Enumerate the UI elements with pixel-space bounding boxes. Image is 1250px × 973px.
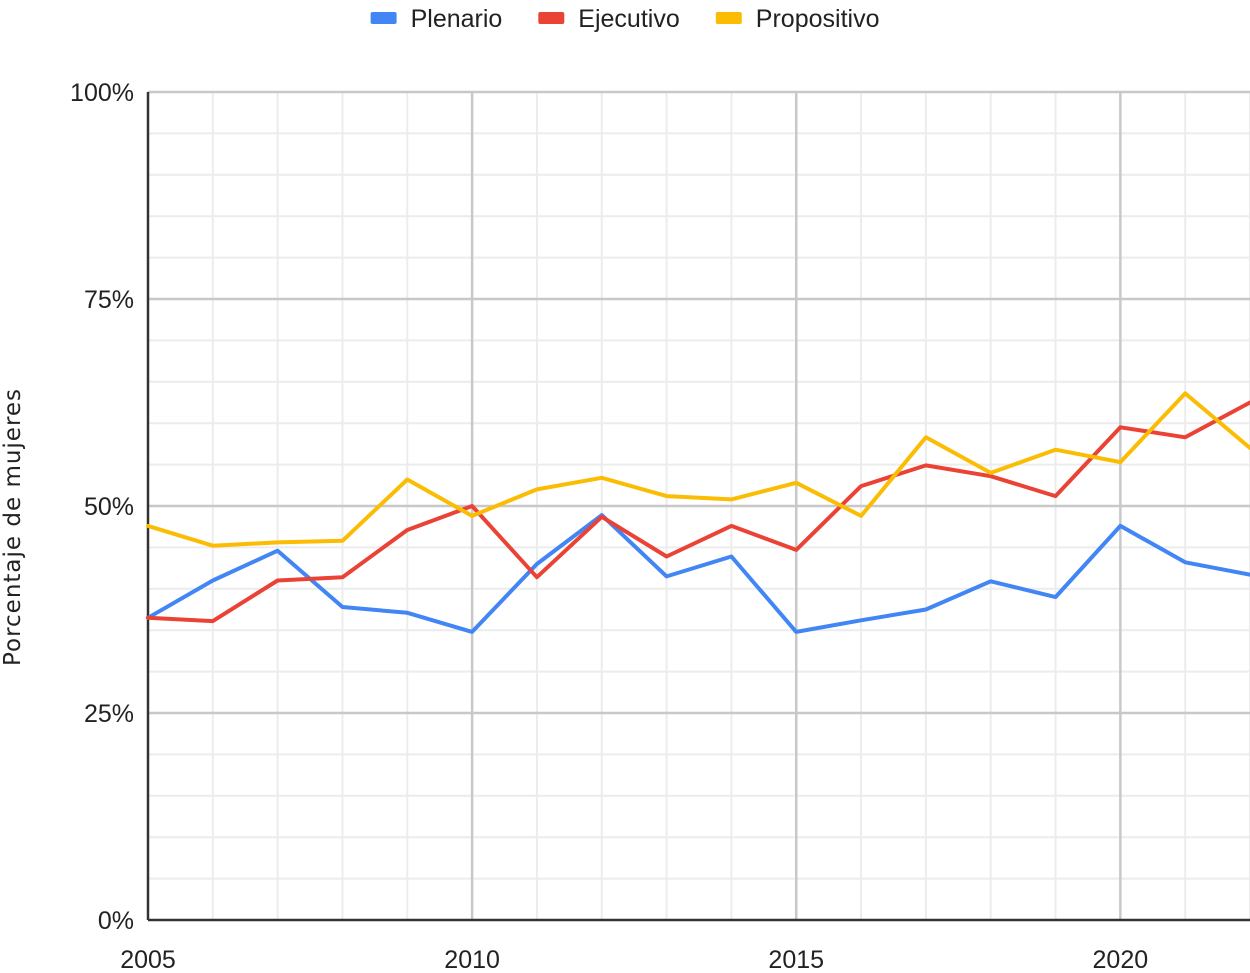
x-tick-label: 2020	[1093, 946, 1149, 973]
grid-lines	[148, 90, 1250, 920]
legend-item-ejecutivo: Ejecutivo	[538, 5, 680, 33]
x-tick-labels: 2005 2010 2015 2020	[120, 946, 1148, 973]
y-axis-title: Porcentaje de mujeres	[0, 388, 26, 666]
series-lines	[146, 391, 1250, 634]
y-tick-label: 50%	[84, 493, 134, 521]
series-line-plenario	[146, 513, 1250, 634]
y-tick-label: 100%	[70, 79, 134, 107]
legend-item-plenario: Plenario	[370, 5, 503, 33]
x-tick-label: 2005	[120, 946, 176, 973]
y-tick-label: 75%	[84, 286, 134, 314]
y-tick-labels: 0% 25% 50% 75% 100%	[70, 79, 134, 935]
legend-label: Plenario	[411, 5, 503, 33]
legend-item-propositivo: Propositivo	[715, 5, 880, 33]
legend-label: Ejecutivo	[578, 5, 679, 33]
series-line-ejecutivo	[146, 400, 1250, 624]
y-tick-label: 25%	[84, 700, 134, 728]
legend-label: Propositivo	[756, 5, 880, 33]
legend-swatch	[370, 12, 397, 24]
y-tick-label: 0%	[98, 907, 134, 935]
legend: Plenario Ejecutivo Propositivo	[370, 5, 880, 33]
series-line-propositivo	[146, 391, 1250, 548]
legend-swatch	[715, 12, 742, 24]
axes	[146, 92, 1250, 922]
x-tick-label: 2015	[768, 946, 824, 973]
legend-swatch	[538, 12, 565, 24]
x-tick-label: 2010	[444, 946, 500, 973]
